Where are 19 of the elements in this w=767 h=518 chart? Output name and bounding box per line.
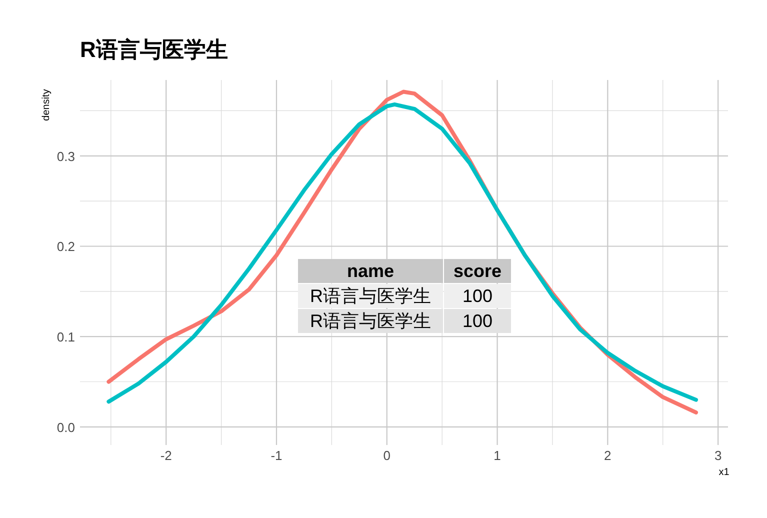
annotation: R语言与医学生: [310, 311, 431, 331]
y-tick-label: 0.3: [56, 148, 75, 164]
y-tick-label: 0.2: [56, 239, 75, 254]
annotation: 100: [462, 311, 493, 331]
annotation: name: [346, 261, 394, 281]
annotation: 100: [462, 286, 493, 306]
annotation: R语言与医学生: [310, 286, 431, 306]
x-tick-label: 2: [604, 448, 612, 463]
y-axis-title: density: [41, 89, 52, 121]
x-tick-label: 1: [494, 448, 501, 463]
annotation: score: [453, 261, 502, 281]
x-tick-label: -2: [160, 448, 172, 463]
x-tick-label: -1: [270, 448, 282, 463]
chart-title: R语言与医学生: [80, 37, 228, 62]
x-tick-label: 0: [383, 448, 391, 463]
x-axis-title: x1: [718, 467, 730, 478]
y-tick-label: 0.1: [56, 330, 75, 345]
x-tick-label: 3: [714, 448, 722, 463]
y-tick-label: 0.0: [56, 420, 75, 435]
